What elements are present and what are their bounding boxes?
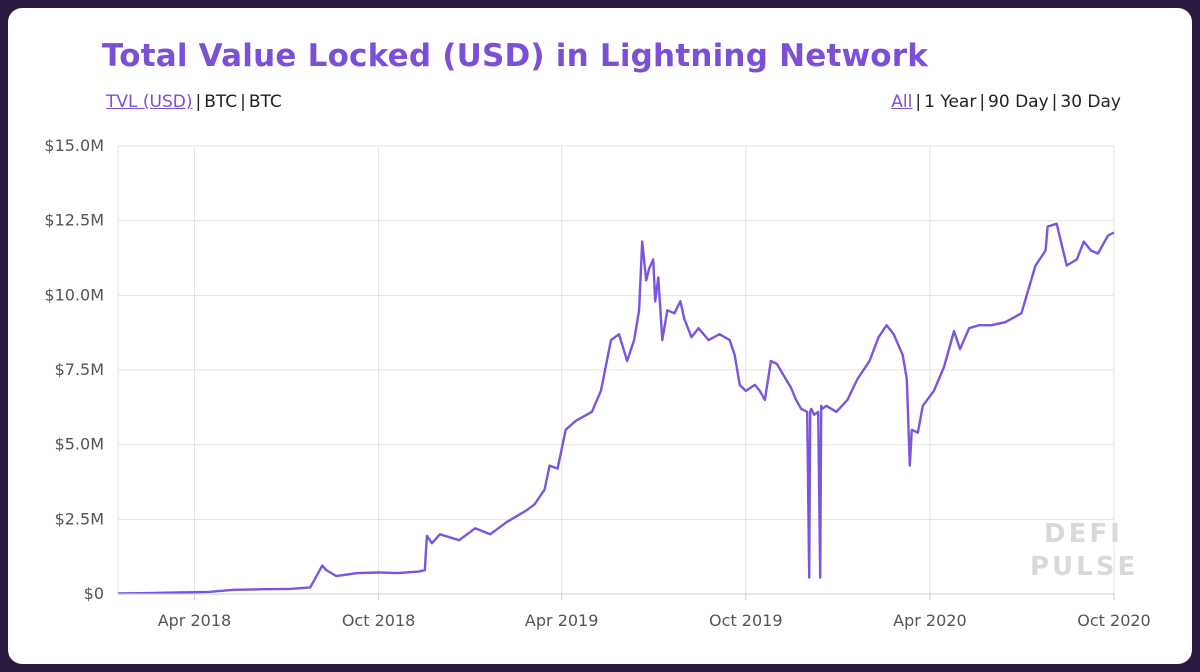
range-separator: |	[1051, 92, 1058, 112]
y-axis: $0 $2.5M $5.0M $7.5M $10.0M $12.5M $15.0M	[44, 136, 104, 603]
toggle-tvl-usd[interactable]: TVL (USD)	[106, 92, 193, 112]
y-tick-label: $15.0M	[44, 136, 104, 155]
x-tick-label: Oct 2018	[342, 611, 415, 630]
x-tick-label: Apr 2018	[158, 611, 231, 630]
toggle-btc[interactable]: BTC	[204, 92, 238, 112]
y-tick-label: $12.5M	[44, 211, 104, 230]
y-tick-label: $0	[84, 584, 104, 603]
y-tick-label: $2.5M	[55, 509, 104, 528]
tvl-line-chart: $0 $2.5M $5.0M $7.5M $10.0M $12.5M $15.0M Apr …	[44, 136, 1151, 630]
range-all[interactable]: All	[891, 92, 913, 112]
x-tick-label: Apr 2020	[893, 611, 966, 630]
watermark-line2: PULSE	[1030, 552, 1138, 582]
y-tick-label: $10.0M	[44, 285, 104, 304]
range-90-day[interactable]: 90 Day	[988, 92, 1049, 112]
range-separator: |	[915, 92, 922, 112]
watermark-line1: DEFI	[1044, 519, 1123, 549]
toggle-btc-2[interactable]: BTC	[248, 92, 282, 112]
x-axis: Apr 2018 Oct 2018 Apr 2019 Oct 2019 Apr 2020…	[158, 594, 1151, 630]
series-line-tvl	[117, 222, 1115, 595]
chart-card: Total Value Locked (USD) in Lightning Ne…	[8, 8, 1192, 664]
y-tick-label: $7.5M	[55, 360, 104, 379]
watermark: DEFI PULSE	[1030, 519, 1138, 582]
toggle-separator: |	[240, 92, 246, 112]
metric-toggle: TVL (USD) | BTC | BTC	[106, 92, 282, 112]
range-1-year[interactable]: 1 Year	[924, 92, 977, 112]
grid	[117, 145, 1115, 594]
chart-title: Total Value Locked (USD) in Lightning Ne…	[102, 38, 929, 74]
x-tick-label: Oct 2019	[709, 611, 782, 630]
y-tick-label: $5.0M	[55, 435, 104, 454]
x-tick-label: Apr 2019	[525, 611, 598, 630]
toggle-separator: |	[195, 92, 202, 112]
x-tick-label: Oct 2020	[1077, 611, 1150, 630]
range-30-day[interactable]: 30 Day	[1060, 92, 1121, 112]
range-toggle: All | 1 Year | 90 Day | 30 Day	[891, 92, 1121, 112]
range-separator: |	[979, 92, 986, 112]
